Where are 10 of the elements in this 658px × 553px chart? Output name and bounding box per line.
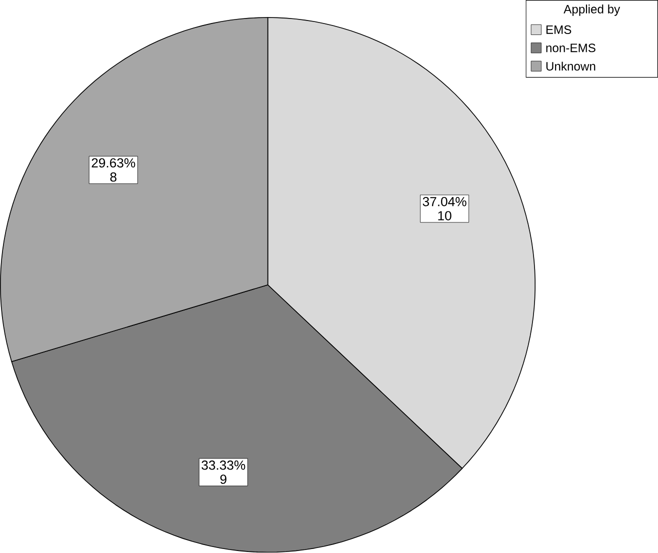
legend-label: EMS — [546, 26, 572, 34]
text: 9 — [220, 474, 226, 484]
legend-label: non-EMS — [546, 44, 596, 52]
data-label: 29.63% — [92, 158, 136, 168]
legend-title: Applied by — [564, 4, 620, 16]
data-label: 33.33% — [202, 460, 246, 470]
data-label: 37.04% — [422, 197, 466, 206]
legend-label: Unknown — [546, 62, 596, 71]
text: 10 — [438, 211, 452, 221]
text: 8 — [110, 172, 116, 182]
